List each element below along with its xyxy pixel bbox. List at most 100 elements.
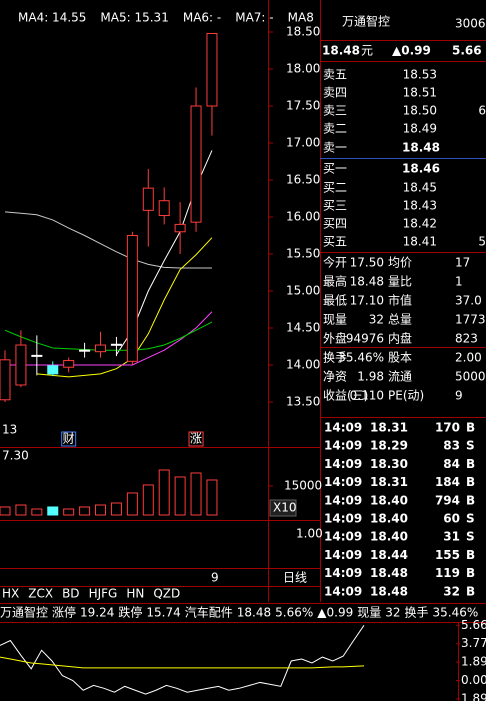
trade-volume: 119: [435, 566, 460, 580]
ma-legend: MA5: 15.31: [100, 11, 168, 25]
order-price: 18.48: [402, 141, 440, 155]
y-tick-label: 16.50: [286, 173, 320, 187]
order-label: 买四: [323, 217, 347, 231]
trade-volume: 794: [435, 493, 460, 507]
stat-value: 17.50: [350, 256, 384, 270]
volume-bar: [0, 506, 11, 516]
volume-bar: [174, 476, 186, 516]
candle-body: [95, 344, 107, 353]
order-label: 买三: [323, 199, 347, 213]
trade-side: B: [466, 548, 475, 562]
candle-body: [126, 235, 138, 362]
stat-label: PE(动): [388, 389, 424, 403]
trade-side: S: [466, 530, 475, 544]
status-item: 35.46%: [433, 606, 479, 620]
candle-body: [190, 105, 202, 223]
status-item: 现量: [357, 606, 381, 620]
order-label: 买五: [323, 235, 347, 249]
tab[interactable]: HX: [2, 587, 19, 601]
tab[interactable]: HN: [126, 587, 144, 601]
trade-volume: 170: [435, 421, 460, 435]
change-pct: 5.66: [452, 44, 482, 58]
order-price: 18.51: [403, 86, 437, 100]
status-item: 跌停: [118, 605, 142, 620]
y-tick-label: 16.00: [286, 210, 320, 224]
y-tick-label: 1.89%: [461, 655, 486, 669]
trade-price: 18.44: [370, 548, 408, 562]
stat-value: 0.110: [350, 389, 384, 403]
event-marker: [188, 431, 204, 447]
event-marker: [61, 431, 77, 447]
status-item: 汽车配件: [185, 605, 233, 620]
stat-value: 18.48: [350, 275, 384, 289]
order-qty: 5: [478, 235, 486, 249]
tab[interactable]: QZD: [153, 587, 180, 601]
event-marker-label: 财: [63, 432, 75, 446]
tab[interactable]: HJFG: [89, 587, 118, 601]
stat-label: 均价: [388, 256, 412, 270]
y-tick-label: 14.00: [286, 358, 320, 372]
y-tick-label: 1.89%: [461, 691, 486, 701]
trade-volume: 184: [435, 475, 460, 489]
stat-label: 股本: [388, 351, 412, 365]
stat-value: 1773: [455, 313, 486, 327]
stat-label: 最低: [323, 294, 347, 308]
status-item: 18.48: [237, 606, 271, 620]
stat-label: 现量: [323, 313, 347, 327]
order-price: 18.53: [403, 68, 437, 82]
y-tick-label: 18.00: [286, 62, 320, 76]
candle-body: [158, 200, 170, 217]
stat-value: 2.00: [455, 351, 482, 365]
trade-price: 18.40: [370, 493, 408, 507]
stat-label: 最高: [323, 274, 347, 289]
volume-bar: [142, 484, 154, 516]
order-qty: 6: [478, 104, 486, 118]
trade-volume: 155: [435, 548, 460, 562]
trade-time: 14:09: [324, 530, 362, 544]
stat-label: 流通: [388, 370, 412, 384]
stat-value: 37.0: [455, 294, 482, 308]
y-tick-label: 0.00%: [461, 673, 486, 687]
y-tick-label: 15000: [284, 478, 322, 492]
corner-label: 13: [2, 423, 17, 437]
status-item: 涨停: [52, 605, 76, 620]
volume-bar: [15, 504, 27, 516]
trade-time: 14:09: [324, 421, 362, 435]
order-label: 买二: [323, 181, 347, 195]
candle-body: [0, 359, 11, 401]
candle-body: [206, 32, 218, 107]
trade-price: 18.30: [370, 457, 408, 471]
trade-price: 18.31: [370, 475, 408, 489]
trade-time: 14:09: [324, 566, 362, 580]
order-label: 卖四: [323, 86, 347, 100]
scale-box: [269, 499, 297, 517]
stock-name: 万通智控: [342, 14, 390, 29]
stat-value: 17.10: [350, 294, 384, 308]
stat-label: 净资: [323, 370, 347, 384]
trade-volume: 31: [443, 530, 460, 544]
trade-price: 18.40: [370, 512, 408, 526]
indicator-tick: 1.00: [296, 527, 323, 541]
stat-value: 1.98: [357, 370, 384, 384]
tab[interactable]: BD: [62, 587, 79, 601]
candle-body: [174, 223, 186, 233]
status-item: ▲0.99: [317, 606, 353, 620]
trade-side: B: [466, 493, 475, 507]
y-tick-label: 13.50: [286, 395, 320, 409]
trade-side: B: [466, 421, 475, 435]
ma-legend: MA8: [288, 11, 314, 25]
moving-average: [4, 211, 212, 269]
trade-side: B: [466, 566, 475, 580]
y-tick-label: 18.50: [286, 25, 320, 39]
status-item: 32: [385, 606, 400, 620]
tab[interactable]: ZCX: [28, 587, 53, 601]
stat-value: 823: [455, 332, 478, 346]
candle-body: [63, 360, 75, 368]
scale-label: X10: [273, 501, 297, 515]
stat-value: 1: [455, 275, 463, 289]
stat-label: 市值: [388, 293, 412, 308]
intraday-line: [0, 625, 365, 695]
volume-bar: [158, 469, 170, 516]
stat-value: 9: [455, 389, 463, 403]
trade-time: 14:09: [324, 439, 362, 453]
